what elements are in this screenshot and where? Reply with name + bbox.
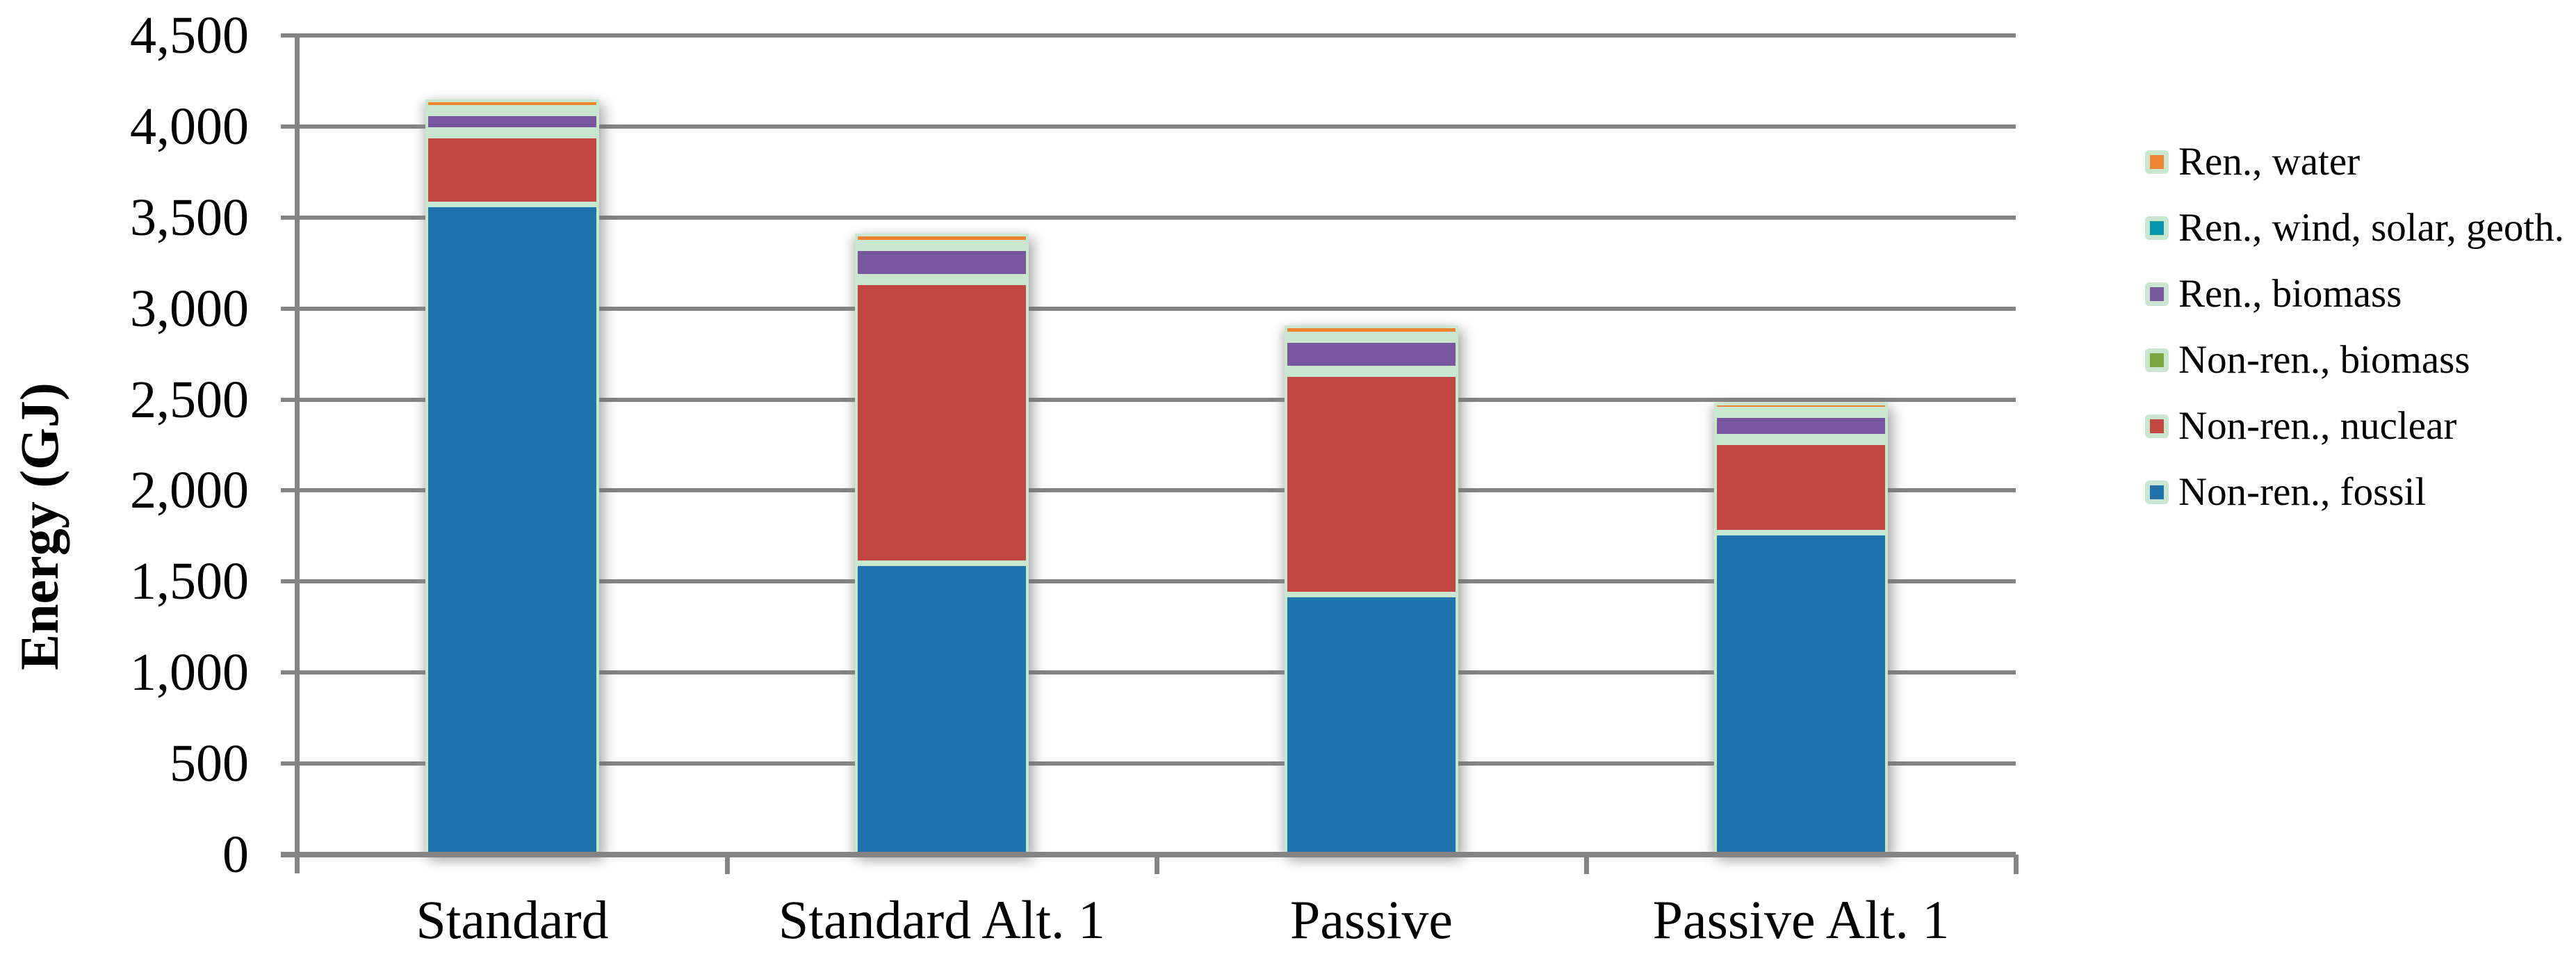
bar-segment-non-ren-fossil — [1285, 595, 1458, 855]
gridline — [281, 761, 2016, 766]
bar-segment-non-ren-nuclear — [425, 136, 599, 204]
bar-column-passive-alt-1 — [1714, 403, 1888, 855]
legend-swatch-color-ren-biomass — [2150, 286, 2164, 301]
legend-swatch-ren-wind-solar-geoth- — [2145, 216, 2169, 240]
bar-segment-non-ren-nuclear — [1285, 374, 1458, 595]
legend-swatch-non-ren-biomass — [2145, 348, 2169, 372]
bar-segment-ren-wind-solar-geoth- — [425, 108, 599, 113]
legend-row-ren-water: Ren., water — [2145, 129, 2564, 195]
bar-segment-non-ren-fossil — [855, 563, 1029, 855]
bar-column-passive — [1285, 325, 1458, 855]
legend-label-non-ren-biomass: Non-ren., biomass — [2178, 337, 2470, 382]
legend-swatch-color-non-ren-nuclear — [2150, 419, 2164, 433]
bar-segment-non-ren-biomass — [1714, 437, 1888, 442]
y-tick-label: 3,500 — [130, 188, 249, 247]
y-tick-label: 500 — [170, 734, 249, 793]
y-tick-label: 1,500 — [130, 552, 249, 611]
gridline — [281, 33, 2016, 38]
bar-segment-ren-biomass — [425, 113, 599, 130]
bar-segment-non-ren-biomass — [425, 130, 599, 136]
legend-swatch-color-ren-water — [2150, 154, 2164, 169]
y-tick-label: 3,000 — [130, 280, 249, 338]
x-category-label: Passive — [1290, 889, 1453, 950]
bar-segment-non-ren-fossil — [1714, 533, 1888, 855]
x-axis-tick — [725, 855, 730, 874]
x-axis-tick — [1584, 855, 1589, 874]
bar-segment-non-ren-biomass — [855, 277, 1029, 282]
bar-segment-ren-biomass — [1714, 415, 1888, 437]
legend-row-non-ren-nuclear: Non-ren., nuclear — [2145, 393, 2564, 459]
bar-segment-ren-biomass — [855, 248, 1029, 277]
bar-column-standard-alt-1 — [855, 234, 1029, 855]
y-tick-label: 4,500 — [130, 6, 249, 65]
x-category-label: Standard — [416, 889, 609, 950]
bar-segment-ren-water — [1285, 325, 1458, 334]
gridline — [281, 579, 2016, 583]
legend-swatch-color-ren-wind-solar-geoth- — [2150, 220, 2164, 235]
y-tick-label: 1,000 — [130, 643, 249, 702]
legend-row-ren-wind-solar-geoth-: Ren., wind, solar, geoth. — [2145, 195, 2564, 261]
legend-row-non-ren-biomass: Non-ren., biomass — [2145, 327, 2564, 393]
gridline — [281, 488, 2016, 492]
legend-swatch-ren-water — [2145, 150, 2169, 174]
gridline — [281, 124, 2016, 129]
legend-row-non-ren-fossil: Non-ren., fossil — [2145, 459, 2564, 525]
legend-swatch-color-non-ren-biomass — [2150, 353, 2164, 367]
y-tick-label: 2,000 — [130, 461, 249, 519]
legend-swatch-ren-biomass — [2145, 282, 2169, 306]
legend-swatch-non-ren-nuclear — [2145, 414, 2169, 438]
legend-swatch-color-non-ren-fossil — [2150, 485, 2164, 499]
bar-segment-ren-water — [855, 234, 1029, 243]
y-tick-label: 2,500 — [130, 371, 249, 429]
bar-segment-ren-water — [1714, 403, 1888, 410]
x-axis-tick — [1155, 855, 1159, 874]
gridline — [281, 398, 2016, 402]
y-axis-line — [295, 33, 300, 873]
bar-segment-ren-wind-solar-geoth- — [855, 243, 1029, 248]
bar-segment-ren-biomass — [1285, 340, 1458, 369]
y-tick-label: 4,000 — [130, 97, 249, 156]
bar-segment-ren-wind-solar-geoth- — [1285, 334, 1458, 340]
gridline — [281, 307, 2016, 311]
gridline — [281, 216, 2016, 220]
legend-label-ren-biomass: Ren., biomass — [2178, 271, 2402, 316]
legend-label-ren-wind-solar-geoth-: Ren., wind, solar, geoth. — [2178, 205, 2564, 250]
bar-segment-non-ren-nuclear — [1714, 442, 1888, 533]
bar-segment-non-ren-biomass — [1285, 369, 1458, 374]
bar-segment-ren-water — [425, 99, 599, 108]
gridline — [281, 670, 2016, 675]
legend-label-non-ren-nuclear: Non-ren., nuclear — [2178, 403, 2457, 448]
x-category-label: Standard Alt. 1 — [778, 889, 1106, 950]
legend: Ren., water Ren., wind, solar, geoth. Ren.… — [2145, 129, 2564, 525]
bar-segment-non-ren-fossil — [425, 204, 599, 855]
bar-segment-ren-wind-solar-geoth- — [1714, 410, 1888, 415]
bar-segment-non-ren-nuclear — [855, 282, 1029, 563]
legend-label-non-ren-fossil: Non-ren., fossil — [2178, 469, 2427, 514]
bar-column-standard — [425, 99, 599, 855]
x-category-label: Passive Alt. 1 — [1652, 889, 1950, 950]
legend-label-ren-water: Ren., water — [2178, 139, 2361, 184]
legend-row-ren-biomass: Ren., biomass — [2145, 261, 2564, 327]
legend-swatch-non-ren-fossil — [2145, 480, 2169, 504]
y-tick-label: 0 — [222, 825, 249, 884]
x-axis-line — [281, 852, 2016, 857]
x-axis-tick — [2014, 855, 2019, 874]
